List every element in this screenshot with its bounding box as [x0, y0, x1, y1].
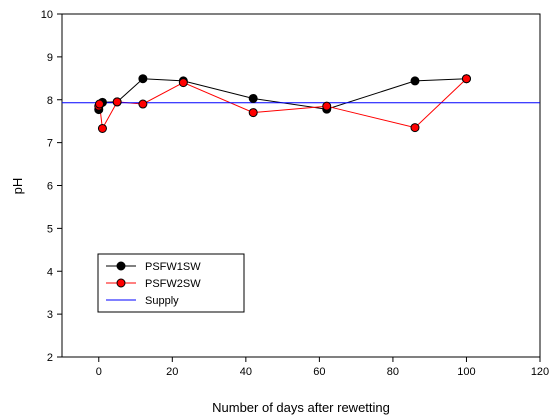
legend-label-supply: Supply	[145, 295, 179, 307]
data-point-psfw2sw	[322, 101, 332, 111]
legend-marker-psfw2sw	[116, 278, 126, 288]
data-point-psfw2sw	[178, 78, 188, 88]
legend: PSFW1SW PSFW2SW Supply	[97, 253, 245, 313]
data-point-psfw2sw	[112, 97, 122, 107]
x-tick-label: 60	[313, 366, 325, 378]
x-tick-label: 120	[531, 366, 549, 378]
x-tick-label: 40	[240, 366, 252, 378]
data-point-psfw2sw	[138, 99, 148, 109]
data-point-psfw1sw	[410, 76, 420, 86]
x-tick-label: 20	[166, 366, 178, 378]
data-point-psfw1sw	[138, 74, 148, 84]
series-markers	[94, 74, 471, 133]
series-line-psfw2sw	[98, 78, 467, 131]
y-axis-title: pH	[10, 178, 25, 195]
data-point-psfw2sw	[97, 123, 107, 133]
legend-marker-psfw1sw	[116, 261, 126, 271]
data-point-psfw2sw	[461, 74, 471, 84]
y-tick-label: 4	[47, 266, 53, 278]
legend-label-psfw2sw: PSFW2SW	[145, 278, 201, 290]
legend-label-psfw1sw: PSFW1SW	[145, 261, 201, 273]
x-tick-label: 0	[96, 366, 102, 378]
data-point-psfw1sw	[248, 93, 258, 103]
y-tick-label: 7	[47, 138, 53, 150]
y-tick-label: 6	[47, 181, 53, 193]
y-tick-label: 9	[47, 52, 53, 64]
x-tick-label: 100	[457, 366, 475, 378]
axis-ticks: 0 20 40 60 80 100 120 2 3 4 5 6 7 8 9 10	[41, 9, 549, 378]
data-point-psfw2sw	[248, 108, 258, 118]
y-tick-label: 3	[47, 309, 53, 321]
y-tick-label: 5	[47, 223, 53, 235]
y-tick-label: 8	[47, 95, 53, 107]
x-tick-label: 80	[387, 366, 399, 378]
y-tick-label: 10	[41, 9, 53, 21]
data-point-psfw2sw	[95, 99, 105, 109]
y-tick-label: 2	[47, 352, 53, 364]
data-point-psfw2sw	[410, 123, 420, 133]
x-axis-title: Number of days after rewetting	[212, 400, 390, 415]
